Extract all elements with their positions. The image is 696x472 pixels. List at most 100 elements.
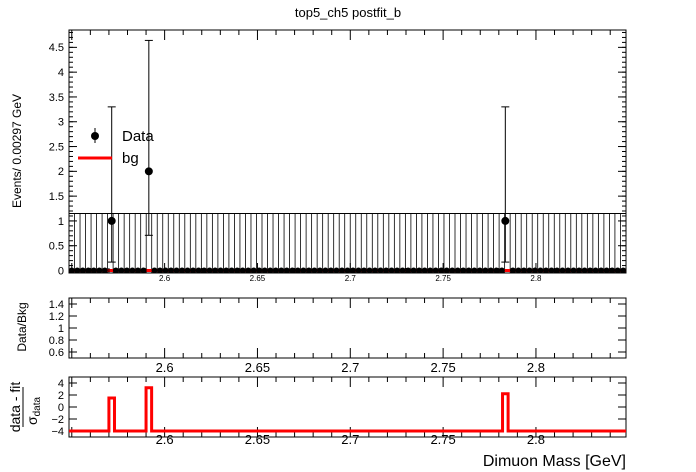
zero-count-marker <box>74 267 81 274</box>
x-tick-label: 2.75 <box>430 432 455 447</box>
zero-count-marker <box>454 267 461 274</box>
pull-label-sigma: σ <box>24 416 40 425</box>
x-tick-label: 2.75 <box>435 274 451 283</box>
y-tick-label: 0 <box>58 265 64 277</box>
zero-count-marker <box>294 267 301 274</box>
y-tick-label: 1 <box>58 216 64 228</box>
zero-count-marker <box>416 267 423 274</box>
y-tick-label: −2 <box>51 414 64 426</box>
zero-count-marker <box>603 267 610 274</box>
y-tick-label: 0 <box>58 402 64 414</box>
y-tick-label: 3.5 <box>49 92 64 104</box>
y-tick-label: 1 <box>58 323 64 335</box>
zero-count-marker <box>449 267 456 274</box>
zero-count-marker <box>261 267 268 274</box>
zero-count-marker <box>134 267 141 274</box>
zero-count-marker <box>112 267 119 274</box>
data-point <box>501 216 510 225</box>
zero-count-marker <box>493 267 500 274</box>
x-tick-label: 2.8 <box>530 274 542 283</box>
y-tick-label: 2 <box>58 166 64 178</box>
bg-uncertainty-band <box>68 212 627 273</box>
x-tick-label: 2.65 <box>250 274 266 283</box>
zero-count-marker <box>129 267 136 274</box>
zero-count-marker <box>482 267 489 274</box>
zero-count-marker <box>542 267 549 274</box>
pull-label-denominator: σdata <box>24 397 43 426</box>
zero-count-marker <box>592 267 599 274</box>
zero-count-marker <box>305 267 312 274</box>
y-tick-label: 3 <box>58 117 64 129</box>
x-tick-label: 2.7 <box>341 360 359 375</box>
zero-count-marker <box>366 267 373 274</box>
zero-count-marker <box>156 267 163 274</box>
pull-line <box>69 386 626 433</box>
zero-count-marker <box>278 267 285 274</box>
zero-count-marker <box>96 267 103 274</box>
zero-count-marker <box>195 267 202 274</box>
zero-count-marker <box>405 267 412 274</box>
data-point <box>144 167 153 176</box>
zero-count-marker <box>620 267 627 274</box>
zero-count-marker <box>476 267 483 274</box>
y-tick-label: −4 <box>51 426 64 438</box>
x-tick-label: 2.65 <box>245 432 270 447</box>
pull-label-sub: data <box>32 397 43 417</box>
ratio-panel: 0.60.811.21.4 2.6 2.65 2.7 2.75 2.8 Data/Bkg <box>15 297 627 375</box>
zero-count-marker <box>361 267 368 274</box>
zero-count-marker <box>201 267 208 274</box>
zero-count-marker <box>587 267 594 274</box>
x-axis-label: Dimuon Mass [GeV] <box>483 453 626 470</box>
zero-count-marker <box>101 267 108 274</box>
pull-y-axis-label: data - fit σdata <box>7 382 43 433</box>
zero-count-marker <box>212 267 219 274</box>
zero-count-marker <box>570 267 577 274</box>
x-tick-label: 2.6 <box>156 432 174 447</box>
y-tick-label: 0.6 <box>49 347 64 359</box>
zero-count-marker <box>465 267 472 274</box>
zero-count-marker <box>471 267 478 274</box>
zero-count-marker <box>234 267 241 274</box>
y-tick-label: 0.5 <box>49 241 64 253</box>
pull-x-axis: 2.6 2.65 2.7 2.75 2.8 <box>71 377 611 447</box>
main-y-axis-label: Events/ 0.00297 GeV <box>10 94 24 208</box>
legend-data-label: Data <box>122 128 154 145</box>
zero-count-marker <box>79 267 86 274</box>
zero-count-marker <box>90 267 97 274</box>
x-tick-label: 2.65 <box>245 360 270 375</box>
zero-count-marker <box>245 267 252 274</box>
ratio-y-axis: 0.60.811.21.4 <box>49 299 626 359</box>
zero-count-marker <box>576 267 583 274</box>
y-tick-label: 2 <box>58 390 64 402</box>
y-tick-label: 0.8 <box>49 335 64 347</box>
zero-count-marker <box>140 267 147 274</box>
y-tick-label: 1.4 <box>49 299 64 311</box>
zero-count-marker <box>598 267 605 274</box>
zero-count-marker <box>559 267 566 274</box>
y-tick-label: 4.5 <box>49 42 64 54</box>
zero-count-marker <box>327 267 334 274</box>
y-tick-label: 1.2 <box>49 311 64 323</box>
zero-count-marker <box>355 267 362 274</box>
x-tick-label: 2.7 <box>341 432 359 447</box>
zero-count-marker <box>410 267 417 274</box>
zero-count-marker <box>250 267 257 274</box>
zero-count-marker <box>388 267 395 274</box>
zero-count-marker <box>333 267 340 274</box>
zero-count-marker <box>338 267 345 274</box>
zero-count-marker <box>443 267 450 274</box>
x-tick-label: 2.8 <box>527 360 545 375</box>
zero-count-marker <box>344 267 351 274</box>
data-points <box>68 39 627 274</box>
zero-count-marker <box>118 267 125 274</box>
y-tick-label: 4 <box>58 378 64 390</box>
zero-count-marker <box>322 267 329 274</box>
zero-count-marker <box>460 267 467 274</box>
zero-count-marker <box>256 267 263 274</box>
zero-count-marker <box>184 267 191 274</box>
zero-count-marker <box>609 267 616 274</box>
zero-count-marker <box>372 267 379 274</box>
zero-count-marker <box>383 267 390 274</box>
main-y-axis: 0 0.5 1 1.5 2 2.5 3 3.5 4 4.5 <box>49 31 626 277</box>
